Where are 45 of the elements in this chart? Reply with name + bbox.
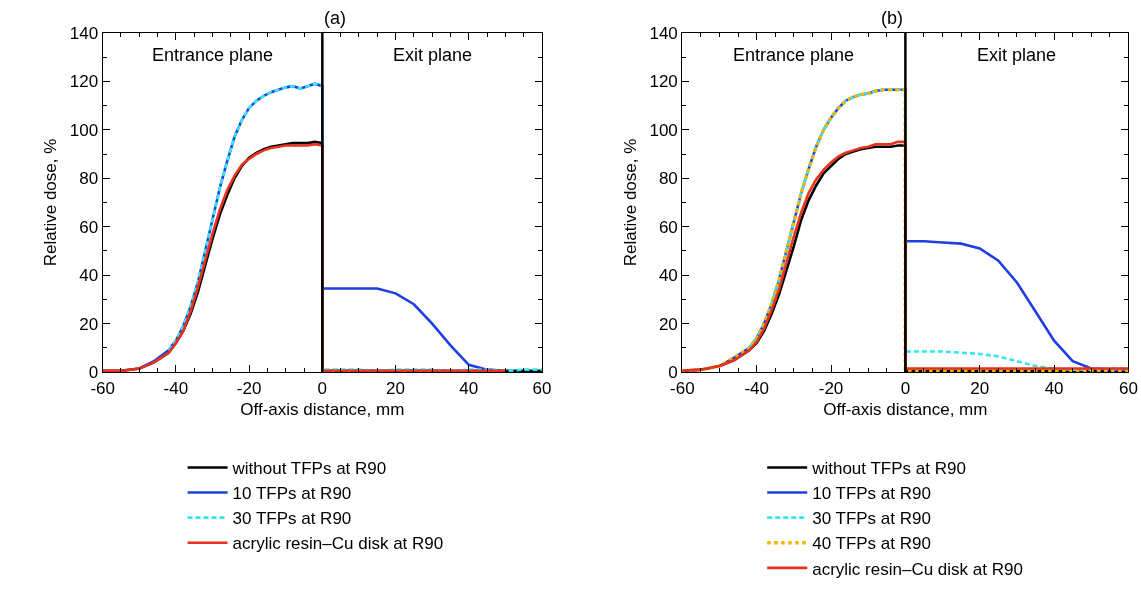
x-tick-label: -40 (163, 378, 189, 398)
x-tick-label: 20 (386, 378, 406, 398)
x-tick-label: 0 (900, 378, 911, 398)
x-tick-label: 40 (459, 378, 479, 398)
y-tick-label: 20 (658, 314, 678, 334)
x-tick-label: 60 (532, 378, 552, 398)
x-tick-label: -20 (818, 378, 844, 398)
x-tick-label: -20 (236, 378, 262, 398)
legend-label: without TFPs at R90 (231, 459, 387, 479)
y-tick-label: 120 (69, 72, 99, 92)
legend-label: acrylic resin–Cu disk at R90 (232, 534, 444, 554)
annotation: Entrance plane (733, 45, 855, 65)
x-axis-title: Off-axis distance, mm (823, 400, 988, 419)
legend-label: 30 TFPs at R90 (232, 509, 352, 529)
annotation: Exit plane (977, 45, 1057, 65)
chart-title: (a) (324, 8, 346, 28)
legend-label: 30 TFPs at R90 (812, 509, 931, 529)
y-tick-label: 60 (79, 217, 99, 237)
y-tick-label: 20 (79, 314, 99, 334)
y-tick-label: 80 (658, 169, 678, 189)
y-tick-label: 140 (649, 23, 678, 43)
y-tick-label: 120 (649, 72, 678, 92)
legend-label: 10 TFPs at R90 (232, 484, 352, 504)
x-tick-label: 0 (317, 378, 328, 398)
chart-title: (b) (881, 8, 903, 28)
legend-label: acrylic resin–Cu disk at R90 (812, 559, 1023, 579)
annotation: Exit plane (393, 45, 473, 65)
y-axis-title: Relative dose, % (620, 138, 640, 267)
y-axis-title: Relative dose, % (41, 138, 61, 267)
x-tick-label: -40 (744, 378, 769, 398)
legend-label: without TFPs at R90 (811, 459, 966, 479)
annotation: Entrance plane (152, 45, 274, 65)
x-tick-label: 40 (1044, 378, 1064, 398)
y-tick-label: 100 (649, 120, 678, 140)
y-tick-label: 60 (658, 217, 678, 237)
y-tick-label: 100 (69, 120, 99, 140)
legend-label: 40 TFPs at R90 (812, 534, 931, 554)
y-tick-label: 140 (69, 23, 99, 43)
x-tick-label: 60 (1118, 378, 1138, 398)
y-tick-label: 40 (79, 266, 99, 286)
y-tick-label: 40 (658, 266, 678, 286)
x-tick-label: 20 (970, 378, 990, 398)
legend-label: 10 TFPs at R90 (812, 484, 931, 504)
x-axis-title: Off-axis distance, mm (240, 400, 405, 419)
y-tick-label: 80 (79, 169, 99, 189)
